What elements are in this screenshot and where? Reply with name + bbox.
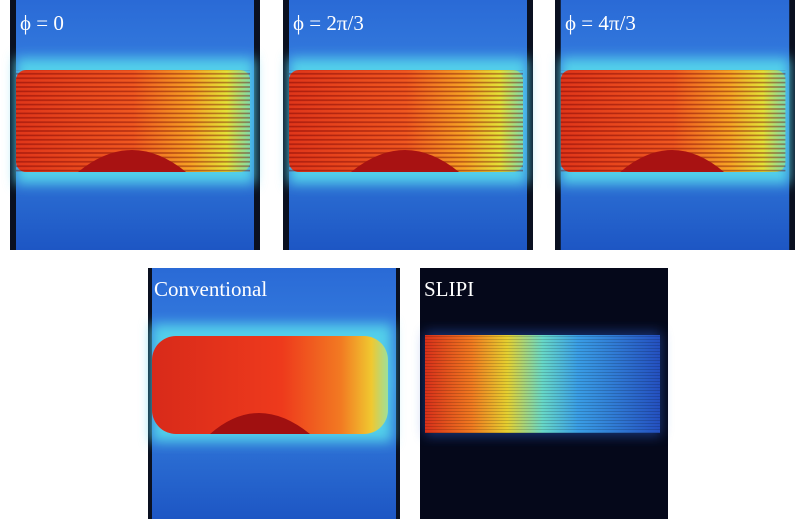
panel-label: ϕ = 0 [20, 11, 64, 35]
panel-label: Conventional [154, 277, 267, 301]
panel [555, 0, 795, 250]
panel [10, 0, 260, 250]
panel-label: ϕ = 2π/3 [293, 11, 364, 35]
panel [283, 0, 533, 250]
panel-label: SLIPI [424, 277, 474, 301]
panel-label: ϕ = 4π/3 [565, 11, 636, 35]
panel [420, 268, 668, 519]
panel [148, 268, 400, 519]
